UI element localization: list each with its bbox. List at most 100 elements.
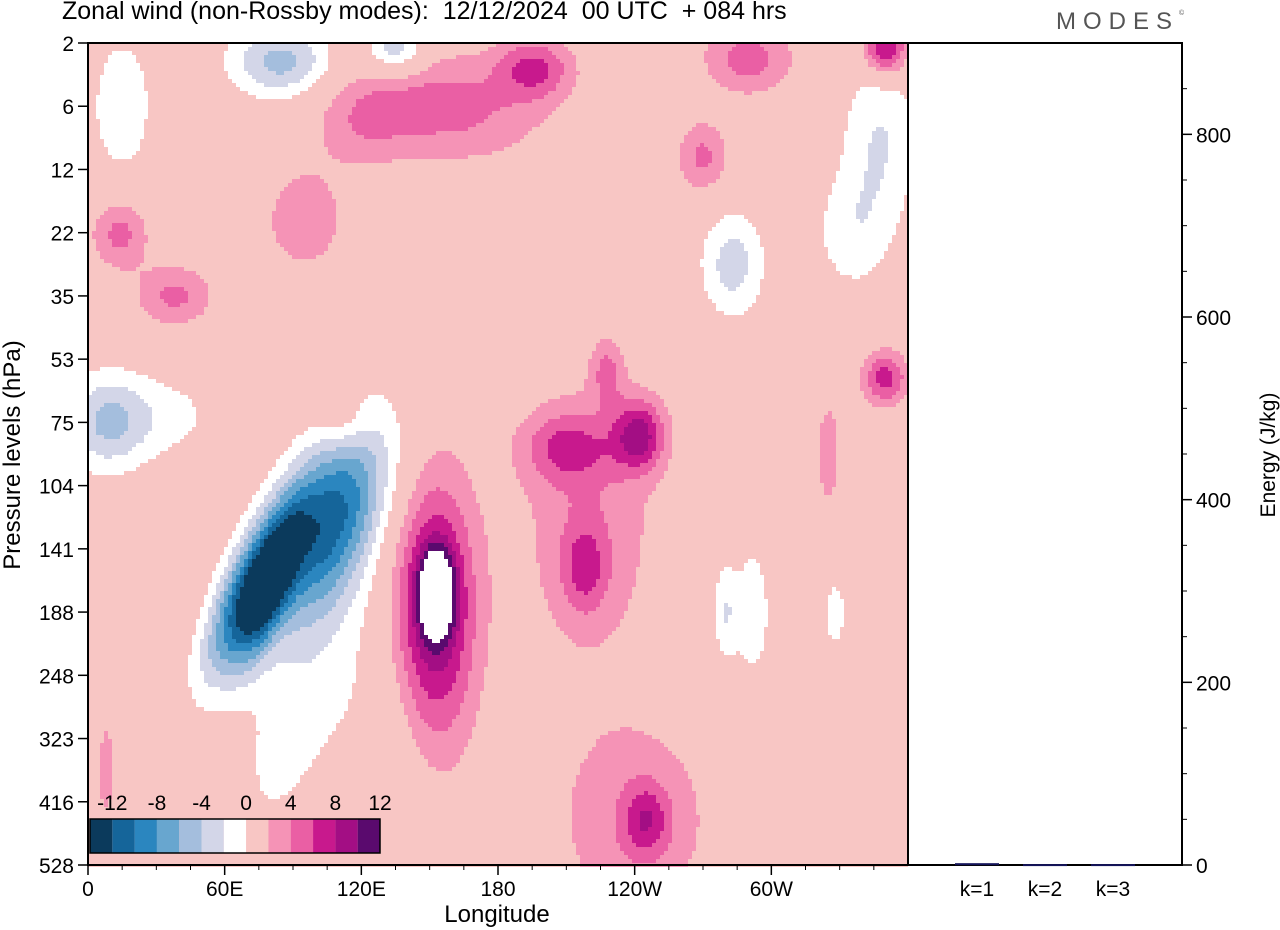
heatmap-cell <box>488 75 512 79</box>
heatmap-cell <box>516 47 548 51</box>
heatmap-cell <box>88 343 596 347</box>
heatmap-cell <box>696 847 908 851</box>
y-tick-label: 104 <box>39 476 74 499</box>
heatmap-cell <box>612 551 640 555</box>
heatmap-cell <box>764 263 836 267</box>
heatmap-cell <box>576 607 596 611</box>
heatmap-cell <box>432 727 448 731</box>
heatmap-cell <box>788 43 864 47</box>
heatmap-cell <box>240 547 248 551</box>
heatmap-cell <box>668 847 696 851</box>
heatmap-cell <box>624 395 660 399</box>
heatmap-cell <box>628 815 640 819</box>
heatmap-cell <box>296 783 576 787</box>
heatmap-cell <box>392 631 400 635</box>
heatmap-cell <box>88 755 100 759</box>
heatmap-cell <box>100 795 112 799</box>
heatmap-cell <box>88 239 96 243</box>
heatmap-cell <box>708 63 728 67</box>
heatmap-cell <box>320 75 408 79</box>
heatmap-cell <box>268 535 316 539</box>
heatmap-cell <box>820 479 836 483</box>
heatmap-cell <box>532 435 552 439</box>
heatmap-cell <box>416 635 420 639</box>
heatmap-cell <box>224 607 232 611</box>
heatmap-cell <box>244 631 252 635</box>
heatmap-cell <box>220 687 236 691</box>
heatmap-cell <box>604 515 644 519</box>
heatmap-cell <box>724 167 840 171</box>
heatmap-cell <box>620 847 668 851</box>
heatmap-cell <box>412 523 424 527</box>
heatmap-cell <box>448 627 452 631</box>
heatmap-cell <box>148 111 324 115</box>
heatmap-cell <box>372 91 548 95</box>
heatmap-cell <box>536 519 568 523</box>
heatmap-cell <box>288 619 316 623</box>
heatmap-cell <box>336 727 412 731</box>
heatmap-cell <box>468 679 484 683</box>
heatmap-cell <box>460 659 472 663</box>
heatmap-cell <box>88 207 108 211</box>
heatmap-cell <box>540 571 560 575</box>
heatmap-cell <box>612 575 636 579</box>
heatmap-cell <box>420 559 424 563</box>
heatmap-cell <box>272 227 336 231</box>
heatmap-cell <box>88 159 340 163</box>
heatmap-cell <box>328 739 416 743</box>
heatmap-cell <box>412 491 428 495</box>
heatmap-cell <box>616 343 908 347</box>
heatmap-cell <box>820 443 836 447</box>
heatmap-cell <box>628 371 860 375</box>
heatmap-cell <box>384 539 400 543</box>
heatmap-cell <box>784 75 908 79</box>
heatmap-cell <box>696 799 908 803</box>
heatmap-cell <box>572 503 600 507</box>
heatmap-cell <box>628 823 640 827</box>
heatmap-cell <box>700 815 908 819</box>
heatmap-cell <box>240 539 244 543</box>
heatmap-cell <box>548 115 848 119</box>
heatmap-cell <box>356 543 364 547</box>
heatmap-cell <box>844 611 908 615</box>
heatmap-cell <box>712 151 724 155</box>
heatmap-cell <box>600 495 648 499</box>
heatmap-cell <box>596 547 612 551</box>
heatmap-cell <box>788 67 876 71</box>
heatmap-cell <box>212 631 216 635</box>
heatmap-cell <box>268 491 276 495</box>
heatmap-cell <box>484 79 516 83</box>
heatmap-cell <box>224 595 228 599</box>
heatmap-cell <box>228 643 260 647</box>
heatmap-cell <box>132 235 148 239</box>
heatmap-cell <box>104 731 108 735</box>
heatmap-cell <box>456 611 460 615</box>
heatmap-cell <box>868 47 876 51</box>
heatmap-cell <box>616 799 632 803</box>
heatmap-cell <box>860 375 868 379</box>
heatmap-cell <box>112 795 268 799</box>
heatmap-cell <box>88 495 252 499</box>
heatmap-cell <box>88 439 144 443</box>
heatmap-cell <box>232 551 240 555</box>
heatmap-cell <box>820 471 836 475</box>
heatmap-cell <box>384 395 560 399</box>
heatmap-cell <box>844 615 908 619</box>
heatmap-cell <box>464 639 472 643</box>
heatmap-cell <box>416 483 472 487</box>
heatmap-cell <box>284 595 288 599</box>
heatmap-cell <box>428 543 444 547</box>
heatmap-cell <box>608 587 632 591</box>
heatmap-cell <box>240 591 284 595</box>
heatmap-cell <box>456 567 460 571</box>
heatmap-cell <box>100 747 112 751</box>
heatmap-cell <box>108 731 260 735</box>
heatmap-cell <box>876 43 896 47</box>
heatmap-cell <box>352 575 364 579</box>
heatmap-cell <box>600 387 616 391</box>
heatmap-cell <box>576 539 596 543</box>
heatmap-cell <box>408 671 416 675</box>
heatmap-cell <box>572 827 616 831</box>
energy-bar <box>955 863 999 866</box>
heatmap-cell <box>648 443 656 447</box>
